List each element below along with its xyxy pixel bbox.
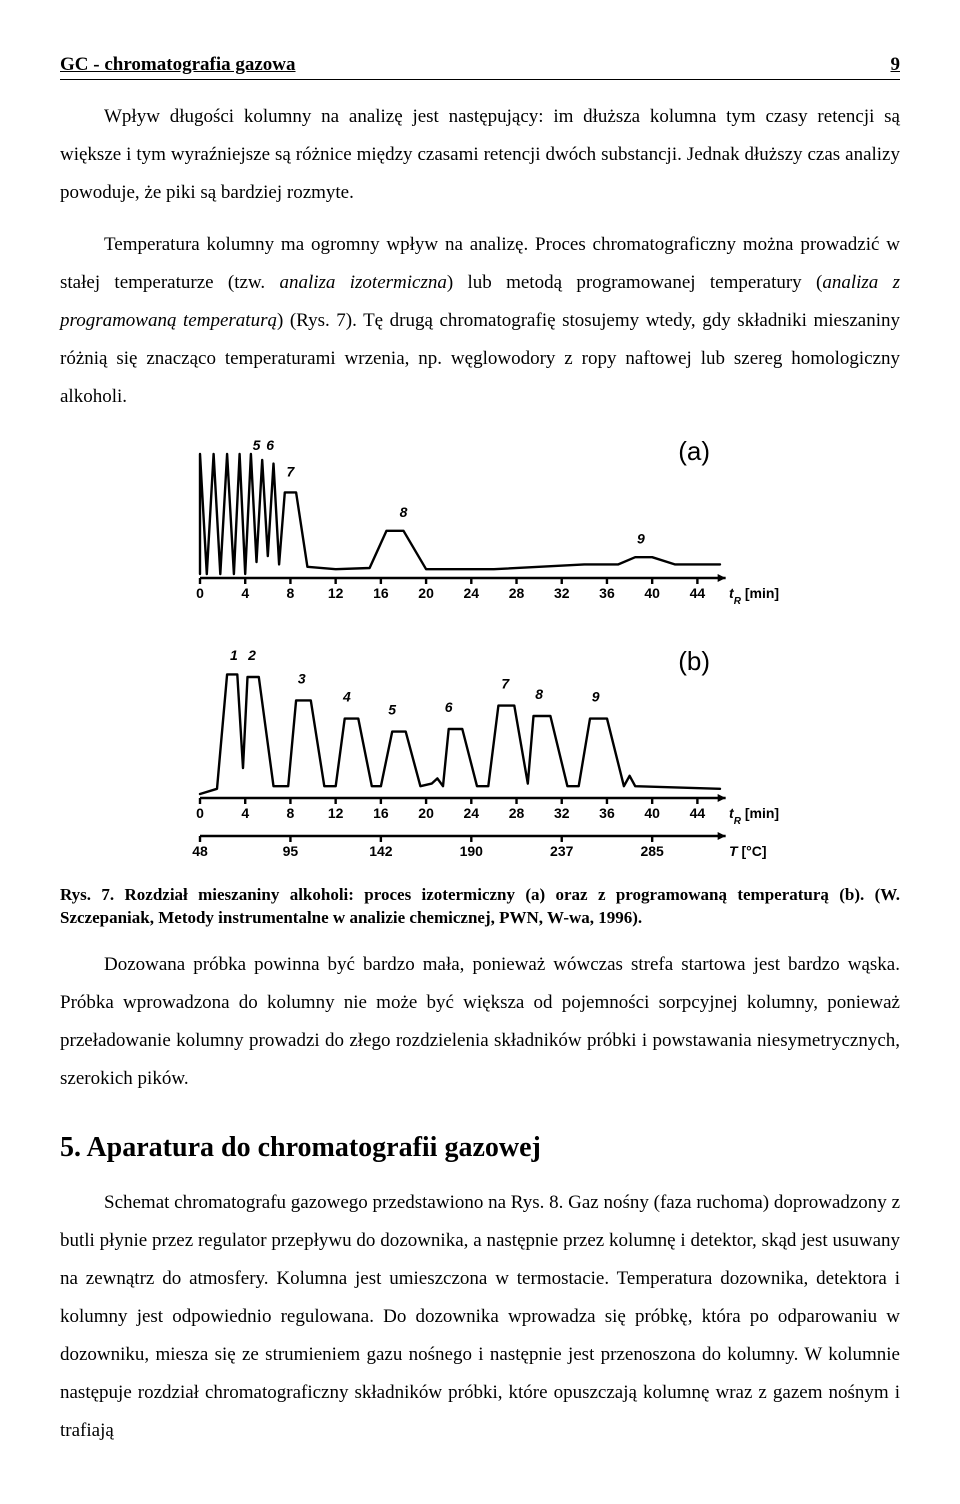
svg-text:16: 16 [373, 585, 389, 601]
svg-text:5: 5 [388, 702, 396, 718]
svg-text:T [°C]: T [°C] [729, 843, 767, 859]
svg-text:32: 32 [554, 585, 570, 601]
svg-text:237: 237 [550, 843, 574, 859]
svg-text:8: 8 [287, 805, 295, 821]
svg-text:95: 95 [283, 843, 299, 859]
page-number: 9 [891, 50, 901, 79]
header-title: GC - chromatografia gazowa [60, 50, 296, 79]
svg-text:28: 28 [509, 585, 525, 601]
svg-text:(b): (b) [678, 646, 710, 676]
section-5-heading: 5. Aparatura do chromatografii gazowej [60, 1126, 900, 1169]
svg-text:24: 24 [464, 585, 480, 601]
paragraph-1: Wpływ długości kolumny na analizę jest n… [60, 98, 900, 212]
figure-7-caption: Rys. 7. Rozdział mieszaniny alkoholi: pr… [60, 884, 900, 930]
paragraph-1b: Temperatura kolumny ma ogromny wpływ na … [60, 226, 900, 416]
svg-text:tR [min]: tR [min] [729, 585, 779, 607]
paragraph-3: Schemat chromatografu gazowego przedstaw… [60, 1184, 900, 1450]
svg-text:40: 40 [644, 585, 660, 601]
svg-text:8: 8 [287, 585, 295, 601]
svg-text:36: 36 [599, 805, 615, 821]
svg-text:2: 2 [247, 647, 256, 663]
figure-7: 048121620242832364044tR [min]56789(a)048… [160, 434, 800, 874]
svg-text:0: 0 [196, 805, 204, 821]
svg-text:4: 4 [342, 689, 351, 705]
svg-text:6: 6 [445, 699, 453, 715]
svg-text:20: 20 [418, 805, 434, 821]
svg-text:8: 8 [535, 686, 543, 702]
svg-text:3: 3 [298, 671, 306, 687]
svg-text:6: 6 [266, 437, 274, 453]
svg-text:12: 12 [328, 805, 344, 821]
svg-text:36: 36 [599, 585, 615, 601]
svg-text:4: 4 [241, 805, 249, 821]
svg-text:142: 142 [369, 843, 393, 859]
svg-text:28: 28 [509, 805, 525, 821]
svg-text:40: 40 [644, 805, 660, 821]
running-header: GC - chromatografia gazowa 9 [60, 50, 900, 80]
svg-text:44: 44 [690, 585, 706, 601]
svg-text:tR [min]: tR [min] [729, 805, 779, 827]
svg-text:285: 285 [640, 843, 664, 859]
svg-text:32: 32 [554, 805, 570, 821]
svg-text:8: 8 [400, 505, 408, 521]
svg-text:24: 24 [464, 805, 480, 821]
svg-text:5: 5 [253, 437, 261, 453]
svg-text:20: 20 [418, 585, 434, 601]
svg-text:9: 9 [637, 531, 645, 547]
svg-text:48: 48 [192, 843, 208, 859]
svg-text:190: 190 [460, 843, 484, 859]
svg-text:1: 1 [230, 647, 238, 663]
svg-text:(a): (a) [678, 436, 710, 466]
svg-text:4: 4 [241, 585, 249, 601]
svg-text:9: 9 [592, 689, 600, 705]
svg-text:44: 44 [690, 805, 706, 821]
svg-text:0: 0 [196, 585, 204, 601]
svg-text:12: 12 [328, 585, 344, 601]
paragraph-2: Dozowana próbka powinna być bardzo mała,… [60, 946, 900, 1098]
svg-text:16: 16 [373, 805, 389, 821]
svg-text:7: 7 [501, 676, 510, 692]
svg-text:7: 7 [287, 464, 296, 480]
